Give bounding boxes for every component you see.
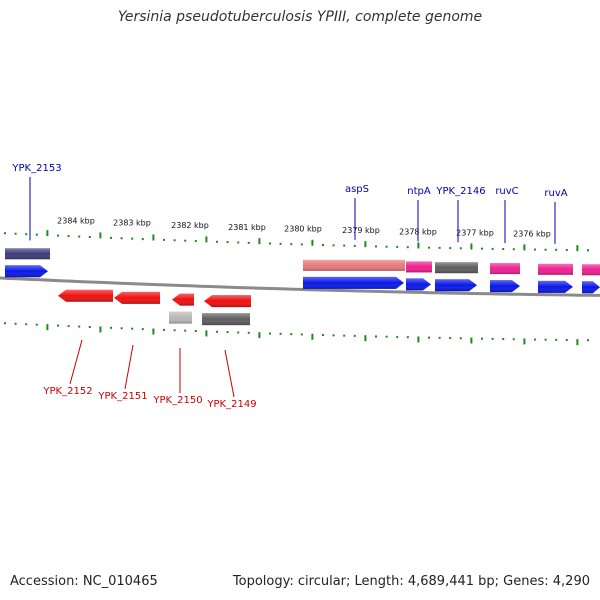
gene-ruvC[interactable] [490,280,520,293]
gene-YPK_2151[interactable] [114,291,160,304]
gene-label[interactable]: YPK_2152 [42,386,92,397]
cds-YPK_2146[interactable] [435,262,478,274]
scale-label: 2377 kbp [456,229,494,238]
gene-partial[interactable] [582,281,600,294]
gene-YPK_2149[interactable] [204,295,251,308]
scale-labels: 2384 kbp 2383 kbp 2382 kbp 2381 kbp 2380 kbp… [57,216,551,238]
gene-label[interactable]: ruvA [544,188,567,199]
genome-backbone [0,276,600,297]
cds-aspS[interactable] [303,259,405,271]
gene-label[interactable]: aspS [345,184,369,195]
gene-label[interactable]: ruvC [495,186,518,197]
gene-label[interactable]: YPK_2151 [97,391,147,402]
map-title: Yersinia pseudotuberculosis YPIII, compl… [117,9,483,25]
scale-label: 2380 kbp [284,224,322,233]
cds-ruvA[interactable] [538,263,573,275]
label-leaders [29,177,556,398]
genome-summary-text: Topology: circular; Length: 4,689,441 bp… [232,574,590,589]
cds-ntpA[interactable] [406,261,432,273]
gene-label[interactable]: YPK_2150 [152,395,202,406]
cds-partial[interactable] [582,264,600,276]
gene-ntpA[interactable] [406,278,431,291]
label-leader [69,339,83,385]
cds-YPK_2149[interactable] [202,313,250,326]
gene-label[interactable]: ntpA [407,186,431,197]
cds-ruvC[interactable] [490,263,520,275]
gene-label[interactable]: YPK_2153 [11,163,61,174]
gene-YPK_2146[interactable] [435,279,477,292]
accession-text: Accession: NC_010465 [10,574,158,589]
scale-label: 2382 kbp [171,221,209,230]
gene-YPK_2150[interactable] [172,293,194,306]
label-leader [224,349,235,398]
gene-YPK_2152[interactable] [58,289,113,302]
cds-YPK_2153[interactable] [5,248,50,260]
scale-label: 2384 kbp [57,216,95,225]
scale-label: 2376 kbp [513,230,551,239]
gene-labels: YPK_2153 aspS ntpA YPK_2146 ruvC ruvA YPK_2152… [11,163,567,410]
scale-label: 2381 kbp [228,223,266,232]
gene-YPK_2153[interactable] [5,265,48,278]
gene-ruvA[interactable] [538,280,573,293]
scale-ticks-top [4,230,589,252]
gene-features [5,248,600,326]
gene-label[interactable]: YPK_2149 [206,399,256,410]
scale-label: 2379 kbp [342,226,380,235]
scale-ticks-bottom [4,322,589,346]
cds-YPK_2150[interactable] [169,311,192,324]
gene-label[interactable]: YPK_2146 [435,186,485,197]
gene-aspS[interactable] [303,276,404,289]
label-leader [124,344,134,390]
scale-label: 2383 kbp [113,219,151,228]
